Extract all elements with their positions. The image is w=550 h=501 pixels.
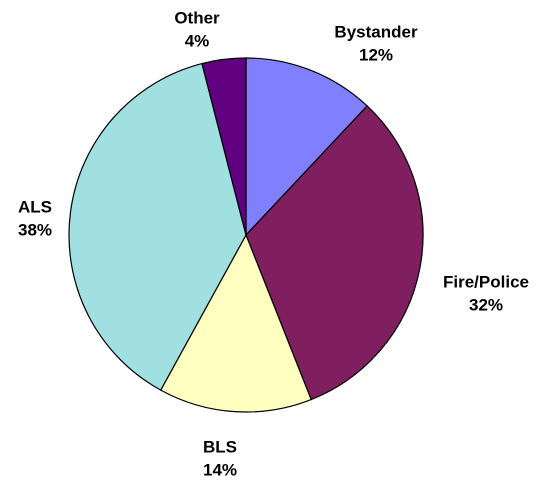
slice-label: Other [174, 8, 220, 27]
pie-slice [201, 57, 247, 236]
slice-label: BLS [203, 437, 237, 456]
slice-value-label: 4% [185, 31, 210, 50]
slice-label: Bystander [334, 22, 418, 41]
slice-value-label: 38% [18, 220, 52, 239]
pie-slice [159, 233, 312, 413]
pie-slice [68, 62, 247, 391]
pie-slice [245, 105, 424, 401]
slice-value-label: 32% [469, 295, 503, 314]
slice-value-label: 14% [203, 460, 237, 479]
pie-slice [245, 57, 369, 237]
slice-value-label: 12% [359, 45, 393, 64]
slice-label: Fire/Police [443, 272, 529, 291]
slice-label: ALS [18, 197, 52, 216]
